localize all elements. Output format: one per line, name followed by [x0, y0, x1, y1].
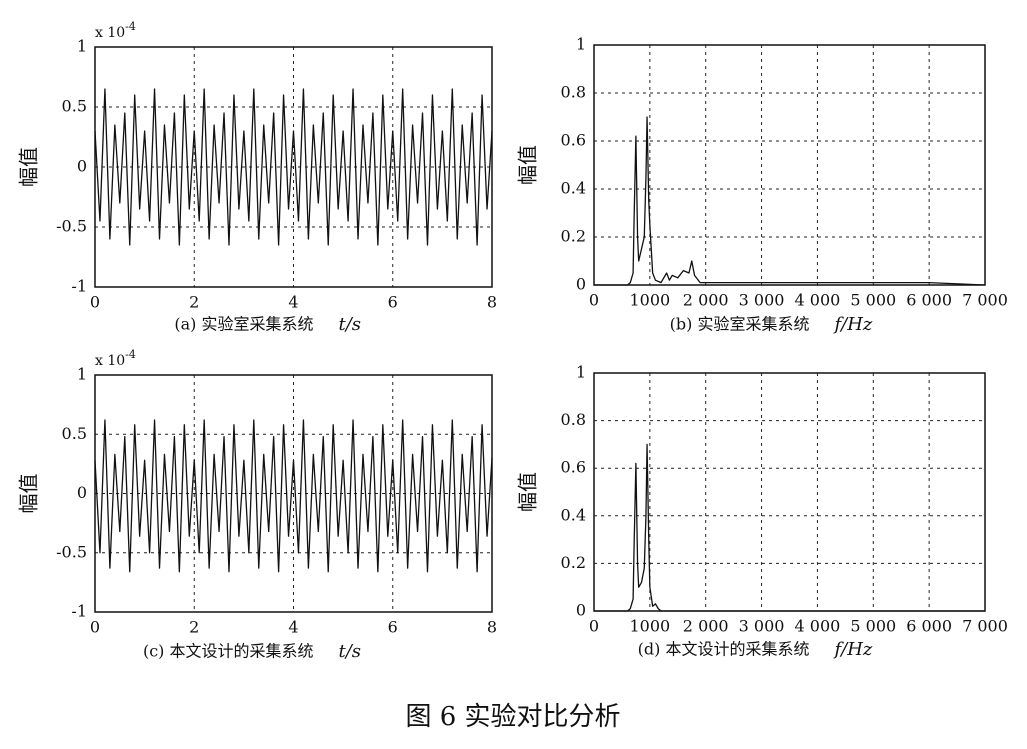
x-tick-label: 0 [589, 291, 599, 310]
x-tick-label: 6 [388, 618, 398, 637]
signal-line [94, 419, 493, 573]
x-axis-label: f/Hz [833, 639, 873, 660]
y-tick-label: 0 [77, 483, 87, 502]
x-tick-label: 4 [288, 618, 298, 637]
x-tick-label: 7 000 [962, 617, 1008, 636]
signal-line [94, 88, 493, 246]
x-tick-label: 4 000 [795, 291, 841, 310]
x-tick-label: 4 [288, 293, 298, 312]
x-tick-label: 5 000 [850, 291, 896, 310]
x-tick-label: 3 000 [739, 617, 785, 636]
subplot-caption: (c) 本文设计的采集系统 [143, 642, 314, 661]
axis-scale-exponent: -4 [125, 348, 136, 361]
y-axis-label: 幅值 [17, 474, 41, 514]
y-tick-label: 0 [576, 275, 586, 294]
x-tick-label: 2 [189, 618, 199, 637]
y-axis-label: 幅值 [516, 472, 540, 512]
x-tick-label: 8 [487, 293, 497, 312]
x-tick-label: 1000 [629, 291, 670, 310]
y-tick-label: 1 [576, 35, 586, 54]
x-tick-label: 0 [90, 293, 100, 312]
y-tick-label: -0.5 [56, 542, 87, 561]
plot-frame [94, 374, 493, 613]
y-tick-label: -1 [71, 277, 87, 296]
x-tick-label: 4 000 [795, 617, 841, 636]
x-tick-label: 2 000 [683, 617, 729, 636]
y-tick-label: 0 [77, 157, 87, 176]
plot-frame [593, 44, 986, 286]
plot-frame [593, 372, 986, 612]
y-tick-label: 0.5 [62, 424, 87, 443]
x-axis-label: t/s [339, 314, 362, 335]
axis-scale-exponent: -4 [125, 20, 136, 33]
y-tick-label: 0 [576, 601, 586, 620]
y-tick-label: 0.4 [561, 505, 586, 524]
x-tick-label: 2 000 [683, 291, 729, 310]
y-axis-label: 幅值 [516, 145, 540, 185]
x-tick-label: 8 [487, 618, 497, 637]
x-tick-label: 6 000 [906, 617, 952, 636]
x-tick-label: 7 000 [962, 291, 1008, 310]
y-tick-label: -1 [71, 602, 87, 621]
y-tick-label: 0.4 [561, 179, 586, 198]
x-tick-label: 6 000 [906, 291, 952, 310]
subplot-caption: (b) 实验室采集系统 [670, 315, 810, 334]
subplot-caption: (d) 本文设计的采集系统 [638, 640, 810, 659]
y-tick-label: 0.6 [561, 131, 586, 150]
x-tick-label: 3 000 [739, 291, 785, 310]
figure-caption: 图 6 实验对比分析 [405, 702, 620, 732]
x-tick-label: 1000 [629, 617, 670, 636]
y-tick-label: 1 [576, 363, 586, 382]
x-tick-label: 5 000 [850, 617, 896, 636]
y-tick-label: 0.2 [561, 227, 586, 246]
y-tick-label: 0.8 [561, 410, 586, 429]
x-axis-label: t/s [339, 641, 362, 662]
y-tick-label: 0.2 [561, 553, 586, 572]
y-tick-label: 0.6 [561, 458, 586, 477]
y-tick-label: 1 [77, 37, 87, 56]
y-tick-label: 0.5 [62, 97, 87, 116]
subplot-caption: (a) 实验室采集系统 [174, 315, 313, 334]
x-tick-label: 0 [90, 618, 100, 637]
x-tick-label: 6 [388, 293, 398, 312]
y-tick-label: 1 [77, 365, 87, 384]
signal-line [594, 443, 985, 612]
x-axis-label: f/Hz [833, 314, 873, 335]
y-tick-label: -0.5 [56, 217, 87, 236]
x-tick-label: 0 [589, 617, 599, 636]
x-tick-label: 2 [189, 293, 199, 312]
signal-line [594, 116, 986, 286]
y-axis-label: 幅值 [17, 147, 41, 187]
y-tick-label: 0.8 [561, 83, 586, 102]
plot-frame [94, 46, 493, 288]
